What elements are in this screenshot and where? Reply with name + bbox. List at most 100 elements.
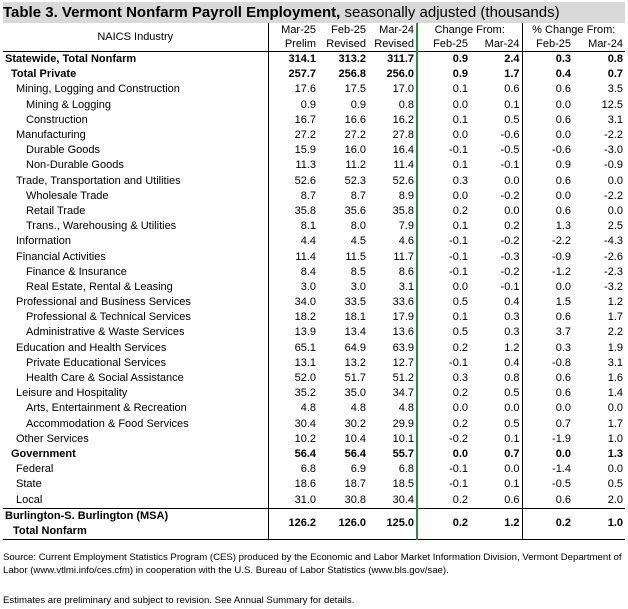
row-value: 314.1 [267, 51, 318, 68]
row-value: 0.0 [416, 279, 470, 295]
row-value: 0.0 [607, 204, 623, 217]
row-label: Accommodation & Food Services [26, 417, 189, 430]
header-chg-feb: Feb-25 [416, 37, 470, 52]
row-label: Leisure and Hospitality [16, 387, 128, 400]
row-value: 311.7 [387, 53, 414, 66]
row-value: 0.0 [521, 401, 573, 417]
row-value: 27.2 [344, 129, 366, 142]
row-value: -2.2 [521, 234, 573, 250]
row-value: 1.7 [504, 68, 520, 81]
table-row: Non-Durable Goods 11.3 11.2 11.4 0.1 -0.1 0.9 -… [3, 158, 625, 174]
header-col1-top: Mar-25 [267, 23, 318, 37]
table-row: Durable Goods 15.9 16.0 16.4 -0.1 -0.5 -0.6 -3.… [3, 143, 625, 159]
row-value: -0.1 [500, 159, 520, 172]
row-label: Wholesale Trade [26, 189, 109, 202]
employment-table: NAICS Industry Mar-25 Feb-25 Mar-24 Chan… [3, 23, 625, 540]
row-label: Government [11, 447, 76, 460]
row-value: 0.6 [521, 203, 573, 220]
row-value: 0.0 [521, 97, 573, 113]
row-value: 4.4 [267, 234, 318, 250]
table-row: Trade, Transportation and Utilities 52.6 5… [3, 173, 625, 189]
row-value: 1.2 [607, 296, 623, 309]
row-value: 65.1 [267, 340, 318, 356]
row-value: 256.8 [338, 68, 366, 81]
row-value: 0.0 [521, 279, 573, 295]
row-value: 63.9 [392, 341, 414, 354]
row-label: Finance & Insurance [26, 265, 127, 278]
row-value: 0.3 [504, 311, 520, 324]
row-value: 12.7 [392, 356, 414, 369]
row-value: 18.7 [344, 478, 366, 491]
row-value: 4.8 [398, 402, 414, 415]
row-value: -1.9 [521, 431, 573, 447]
row-value: 0.6 [521, 112, 573, 128]
row-value: -0.2 [500, 265, 520, 278]
table-row: Administrative & Waste Services 13.9 13.4 1… [3, 325, 625, 341]
row-value: 27.2 [267, 127, 318, 144]
source-note: Source: Current Employment Statistics Pr… [3, 552, 622, 576]
row-label: Mining & Logging [26, 98, 112, 111]
row-value: 35.8 [392, 204, 414, 217]
row-value: 0.0 [521, 188, 573, 204]
row-value: 34.0 [267, 295, 318, 311]
table-row: Manufacturing 27.2 27.2 27.8 0.0 -0.6 0.0 -2.2 [3, 127, 625, 144]
row-value: 0.1 [504, 98, 520, 111]
table-row: Trans., Warehousing & Utilities 8.1 8.0 7.9… [3, 219, 625, 235]
row-value: 15.9 [267, 143, 318, 159]
row-value: 35.2 [267, 386, 318, 402]
table-row: Financial Activities 11.4 11.5 11.7 -0.1 -0.3… [3, 249, 625, 265]
msa-value: 125.0 [368, 507, 417, 540]
row-value: 8.9 [398, 189, 414, 202]
row-label: Information [16, 235, 72, 248]
row-value: 35.6 [344, 204, 366, 217]
row-value: 2.0 [607, 493, 623, 506]
row-value: 30.2 [344, 417, 366, 430]
row-value: 3.1 [607, 113, 623, 126]
header-col3-bot: Revised [368, 37, 417, 52]
row-value: 2.4 [504, 53, 520, 66]
header-chg-mar: Mar-24 [470, 37, 522, 52]
row-value: 11.4 [267, 249, 318, 265]
row-value: 30.4 [267, 416, 318, 432]
row-value: 0.1 [416, 310, 470, 326]
row-value: 1.7 [607, 417, 623, 430]
row-value: 55.7 [392, 447, 414, 460]
row-value: 0.0 [416, 446, 470, 463]
row-value: 2.2 [607, 326, 623, 339]
row-value: 1.9 [607, 341, 623, 354]
row-value: 16.4 [392, 144, 414, 157]
row-value: 0.4 [521, 67, 573, 83]
row-value: 0.5 [416, 325, 470, 341]
row-value: 10.4 [344, 432, 366, 445]
row-value: 0.0 [607, 463, 623, 476]
table-row: Mining & Logging 0.9 0.9 0.8 0.0 0.1 0.0 12.5 [3, 97, 625, 113]
row-value: 0.6 [521, 82, 573, 98]
row-value: 11.3 [267, 158, 318, 174]
row-label: Non-Durable Goods [26, 159, 124, 172]
table-row: Professional and Business Services 34.0 33… [3, 295, 625, 311]
row-value: 256.0 [386, 68, 414, 81]
row-value: 0.2 [416, 340, 470, 356]
row-value: 10.1 [392, 432, 414, 445]
row-value: 3.0 [350, 280, 366, 293]
row-value: 0.6 [521, 310, 573, 326]
row-label: Federal [16, 463, 54, 476]
row-label: Mining, Logging and Construction [16, 83, 180, 96]
table-row: Government 56.4 56.4 55.7 0.0 0.7 0.0 1.3 [3, 446, 625, 463]
row-value: 33.6 [392, 296, 414, 309]
row-value: 11.4 [393, 159, 414, 172]
row-value: 0.9 [521, 158, 573, 174]
row-value: 0.2 [416, 416, 470, 432]
header-row-2: Prelim Revised Revised Feb-25 Mar-24 Feb… [3, 37, 625, 52]
row-label: Education and Health Services [16, 341, 167, 354]
row-label: Health Care & Social Assistance [26, 372, 184, 385]
row-value: 7.9 [398, 220, 414, 233]
row-value: 0.7 [504, 447, 520, 460]
header-col1-bot: Prelim [267, 37, 318, 52]
row-value: -3.0 [604, 144, 623, 157]
row-label: Real Estate, Rental & Leasing [26, 280, 173, 293]
row-value: -3.2 [604, 280, 623, 293]
table-row: Statewide, Total Nonfarm 314.1 313.2 311.7 0… [3, 51, 625, 68]
row-value: 3.1 [607, 356, 623, 369]
row-value: 3.1 [398, 280, 414, 293]
